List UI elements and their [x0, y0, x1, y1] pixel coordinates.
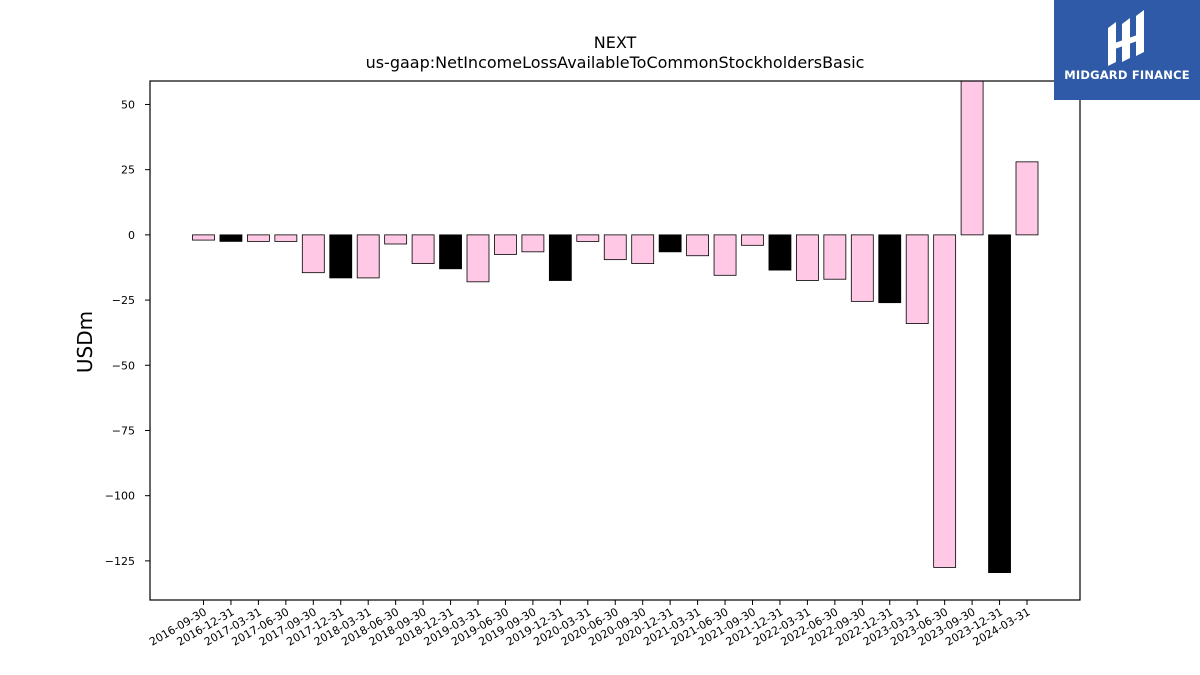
bar-2019-12-31 — [548, 234, 572, 281]
y-tick-label: 0 — [128, 229, 135, 242]
bar-2022-09-30 — [850, 234, 874, 302]
bar-2018-06-30 — [384, 234, 408, 245]
y-tick-label: −125 — [105, 555, 135, 568]
bar-2022-06-30 — [823, 234, 847, 280]
bar-2018-03-31 — [356, 234, 380, 279]
bars-group — [192, 80, 1039, 574]
bar-2020-09-30 — [631, 234, 655, 264]
bar-2020-12-31 — [658, 234, 682, 253]
y-tick-label: −75 — [112, 424, 135, 437]
bar-2017-12-31 — [329, 234, 353, 279]
bar-2021-12-31 — [768, 234, 792, 271]
bar-2023-12-31 — [988, 234, 1011, 574]
bar-2021-09-30 — [741, 234, 764, 246]
bar-2017-03-31 — [246, 234, 270, 242]
y-axis-label: USDm — [73, 311, 97, 373]
logo-mark-icon — [1108, 10, 1144, 66]
chart-title: NEXT — [594, 33, 637, 52]
midgard-finance-logo: MIDGARD FINANCE — [1054, 0, 1200, 100]
y-tick-label: −25 — [112, 294, 135, 307]
y-tick-label: −100 — [105, 490, 135, 503]
chart-subtitle: us-gaap:NetIncomeLossAvailableToCommonSt… — [366, 53, 865, 72]
bar-2023-06-30 — [933, 234, 957, 568]
bar-2019-09-30 — [521, 234, 545, 253]
bar-2023-09-30 — [960, 80, 984, 236]
bar-2018-09-30 — [411, 234, 435, 264]
logo-text: MIDGARD FINANCE — [1064, 68, 1190, 82]
bar-2020-06-30 — [603, 234, 627, 261]
bar-2016-09-30 — [192, 234, 215, 241]
bar-2016-12-31 — [219, 234, 243, 242]
x-axis-ticks: 2016-09-302016-12-312017-03-312017-06-30… — [147, 600, 1033, 649]
bar-2024-03-31 — [1015, 161, 1039, 236]
bar-2019-06-30 — [494, 234, 517, 255]
bar-2017-06-30 — [274, 234, 298, 242]
y-tick-label: 25 — [121, 164, 135, 177]
bar-2022-12-31 — [878, 234, 902, 304]
y-axis-ticks: 50 25 0 −25 −50 −75 −100 −125 — [105, 98, 150, 568]
y-tick-label: −50 — [112, 359, 135, 372]
bar-2019-03-31 — [466, 234, 490, 283]
y-tick-label: 50 — [121, 98, 135, 111]
bar-2017-09-30 — [301, 234, 325, 274]
bar-2021-03-31 — [686, 234, 709, 257]
bar-2021-06-30 — [713, 234, 737, 276]
bar-2022-03-31 — [796, 234, 819, 281]
bar-2020-03-31 — [576, 234, 600, 242]
bar-2023-03-31 — [905, 234, 929, 324]
plot-area-frame — [149, 80, 1081, 601]
bar-2018-12-31 — [439, 234, 462, 270]
